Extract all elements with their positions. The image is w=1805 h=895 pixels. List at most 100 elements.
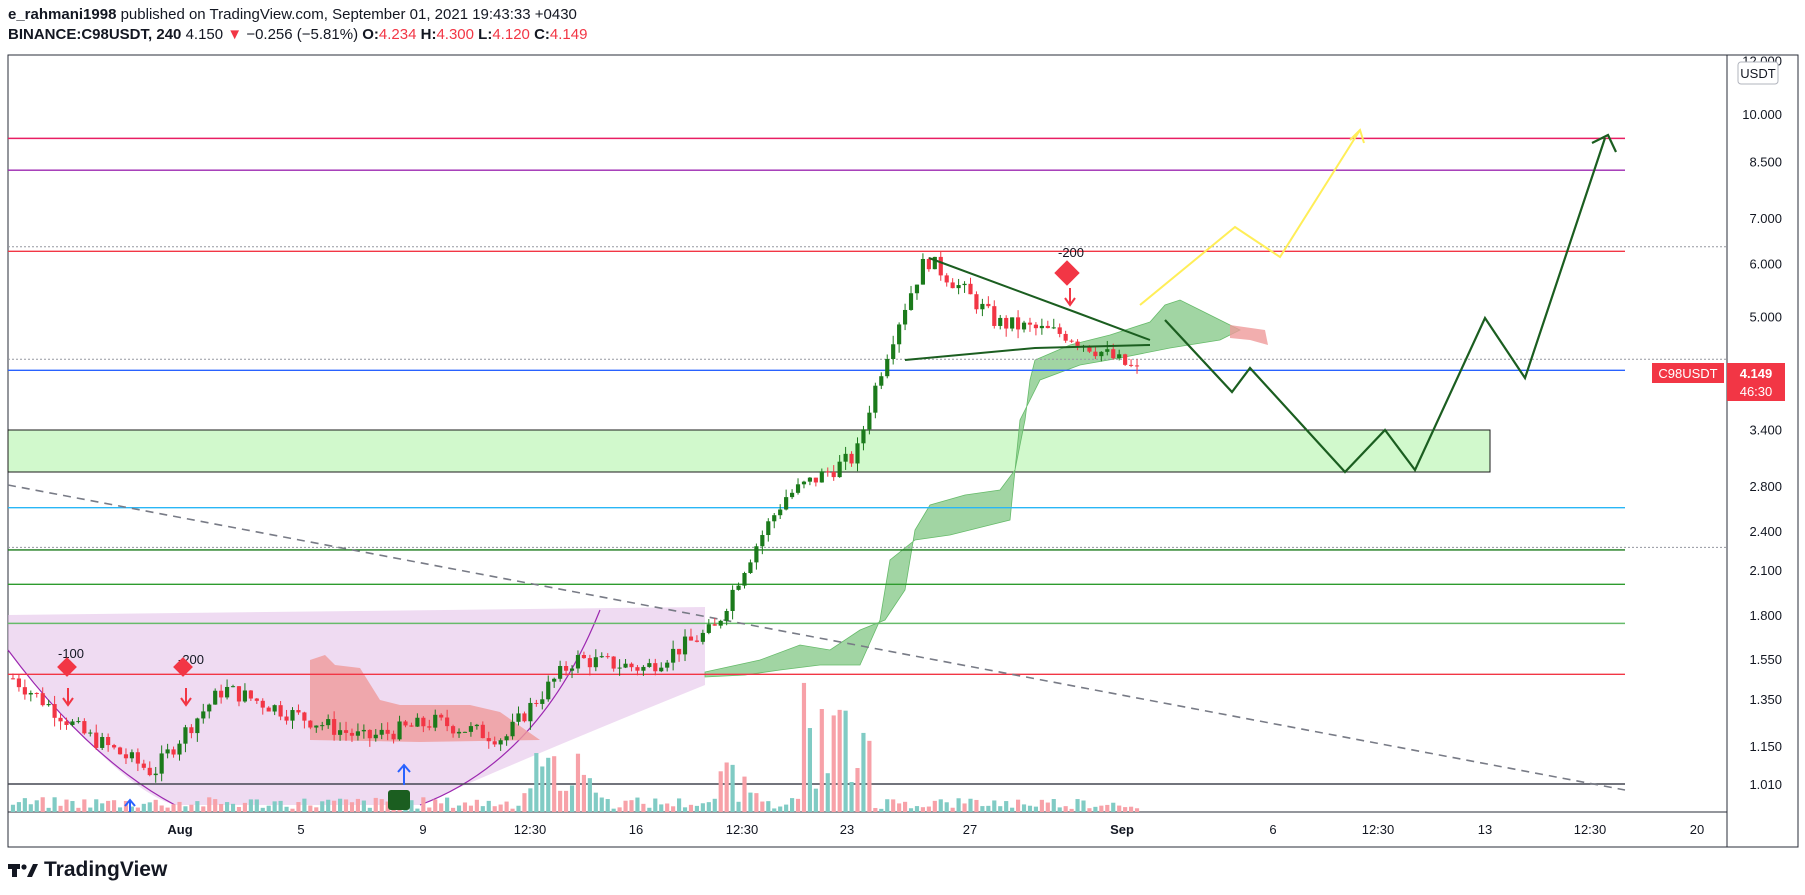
candle-body (534, 702, 539, 704)
candle-body (337, 730, 343, 735)
volume-bar (1033, 806, 1039, 812)
yellow-projection[interactable] (1139, 129, 1361, 306)
volume-bar (213, 799, 218, 812)
candle-body (1075, 341, 1080, 346)
volume-bar (1123, 807, 1128, 812)
sell-diamond-icon (1054, 260, 1080, 286)
volume-bar (433, 799, 438, 812)
volume-bar (688, 804, 694, 812)
volume-bar (932, 800, 937, 812)
down-arrow-icon (62, 688, 74, 707)
time-axis[interactable]: Aug 5 9 12:30 16 12:30 23 27 Sep 6 12:30 13 12:30 20 (167, 822, 1704, 837)
volume-bar (867, 740, 872, 812)
candle-body (706, 624, 711, 633)
time-tick-label: 12:30 (1574, 822, 1607, 837)
volume-bar (837, 709, 842, 812)
volume-bar (1134, 808, 1140, 812)
volume-bar (379, 799, 384, 812)
candle-body (736, 585, 741, 590)
footer-brand[interactable]: TradingView (8, 858, 167, 882)
currency-box[interactable]: USDT (1737, 61, 1779, 85)
candle-body (82, 721, 87, 734)
volume-bar (992, 800, 997, 812)
candle-body (183, 727, 188, 744)
price-axis[interactable]: 12.00010.0008.5007.0006.0005.0003.4002.8… (1742, 54, 1782, 792)
candle-body (546, 681, 551, 700)
purple-arc-left (7, 649, 176, 806)
candle-body (1027, 322, 1033, 325)
volume-bar (46, 807, 51, 812)
volume-bar (986, 805, 991, 812)
time-tick-label: 27 (963, 822, 977, 837)
candle-body (938, 256, 943, 276)
time-tick-label: 12:30 (726, 822, 759, 837)
demand-zone[interactable] (7, 429, 1491, 473)
volume-bar (456, 805, 462, 812)
volume-bar (974, 799, 979, 812)
volume-bar (343, 799, 349, 812)
candle-body (355, 731, 361, 736)
green-projection[interactable] (1164, 137, 1607, 474)
ichimoku-cloud-green (704, 299, 1241, 678)
candle-body (64, 721, 69, 725)
candle-body (754, 546, 759, 563)
volume-bar (28, 804, 33, 812)
volume-bar (956, 798, 961, 812)
volume-bar (147, 802, 152, 812)
candle-body (165, 749, 170, 754)
volume-bar (522, 793, 527, 812)
candle-body (213, 690, 218, 705)
volume-bar (22, 798, 27, 812)
author-name[interactable]: e_rahmani1998 (8, 6, 117, 23)
candle-body (100, 736, 105, 748)
candle-body (106, 736, 111, 746)
volume-bar (450, 807, 456, 812)
candle-body (397, 721, 402, 740)
high-value: 4.300 (436, 26, 474, 43)
time-tick-label: 5 (297, 822, 304, 837)
currency-label: USDT (1740, 66, 1775, 81)
candle-body (1117, 354, 1122, 359)
candle-body (504, 736, 509, 741)
volume-bar (195, 801, 200, 812)
candle-body (76, 721, 81, 723)
candle-body (587, 658, 592, 668)
triangle-upper[interactable] (928, 257, 1151, 341)
volume-bar (569, 785, 575, 812)
volume-bar (558, 790, 563, 812)
candle-body (147, 767, 152, 776)
candle-body (1015, 317, 1021, 330)
green-arrowhead-icon (1591, 133, 1617, 153)
candle-body (94, 732, 99, 748)
volume-bar (82, 799, 87, 812)
signal-label: -100 (58, 646, 84, 661)
volume-bar (320, 801, 325, 812)
volume-bar (665, 803, 670, 812)
volume-bar (415, 808, 420, 812)
last-price-badge[interactable]: C98USDT 4.149 46:30 (1652, 363, 1785, 401)
volume-bar (944, 802, 949, 812)
symbol-label[interactable]: BINANCE:C98USDT, 240 (8, 26, 182, 43)
candle-body (992, 306, 997, 326)
candle-body (914, 284, 920, 294)
volume-bar (754, 793, 759, 812)
candle-body (718, 620, 723, 626)
candle-body (885, 358, 890, 377)
volume-bar (510, 808, 515, 812)
candle-body (873, 385, 878, 413)
candle-body (1128, 364, 1134, 366)
triangle-lower[interactable] (904, 344, 1151, 361)
volume-bar (843, 710, 848, 812)
volume-bar (409, 800, 414, 812)
candle-body (974, 294, 979, 310)
candle-body (950, 282, 955, 289)
currency-box-frame (1737, 61, 1779, 85)
sell-signal-3[interactable]: -200 (1054, 245, 1084, 307)
candle-body (403, 721, 408, 726)
candle-body (724, 610, 729, 621)
candle-body (581, 654, 587, 659)
projections (904, 128, 1617, 474)
price-tick-label: 1.010 (1749, 777, 1782, 792)
volume-bar (938, 799, 943, 812)
